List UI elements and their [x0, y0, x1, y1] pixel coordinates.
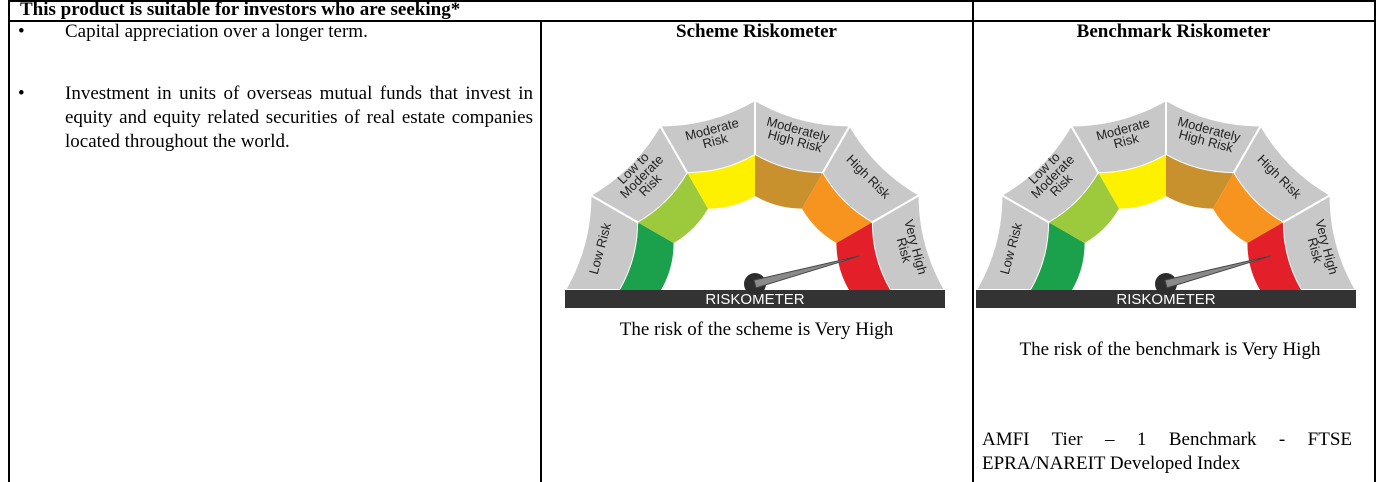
riskometers: Low RiskLow toModerateRiskModerateRiskMo… [0, 0, 1384, 482]
page: This product is suitable for investors w… [0, 0, 1384, 482]
